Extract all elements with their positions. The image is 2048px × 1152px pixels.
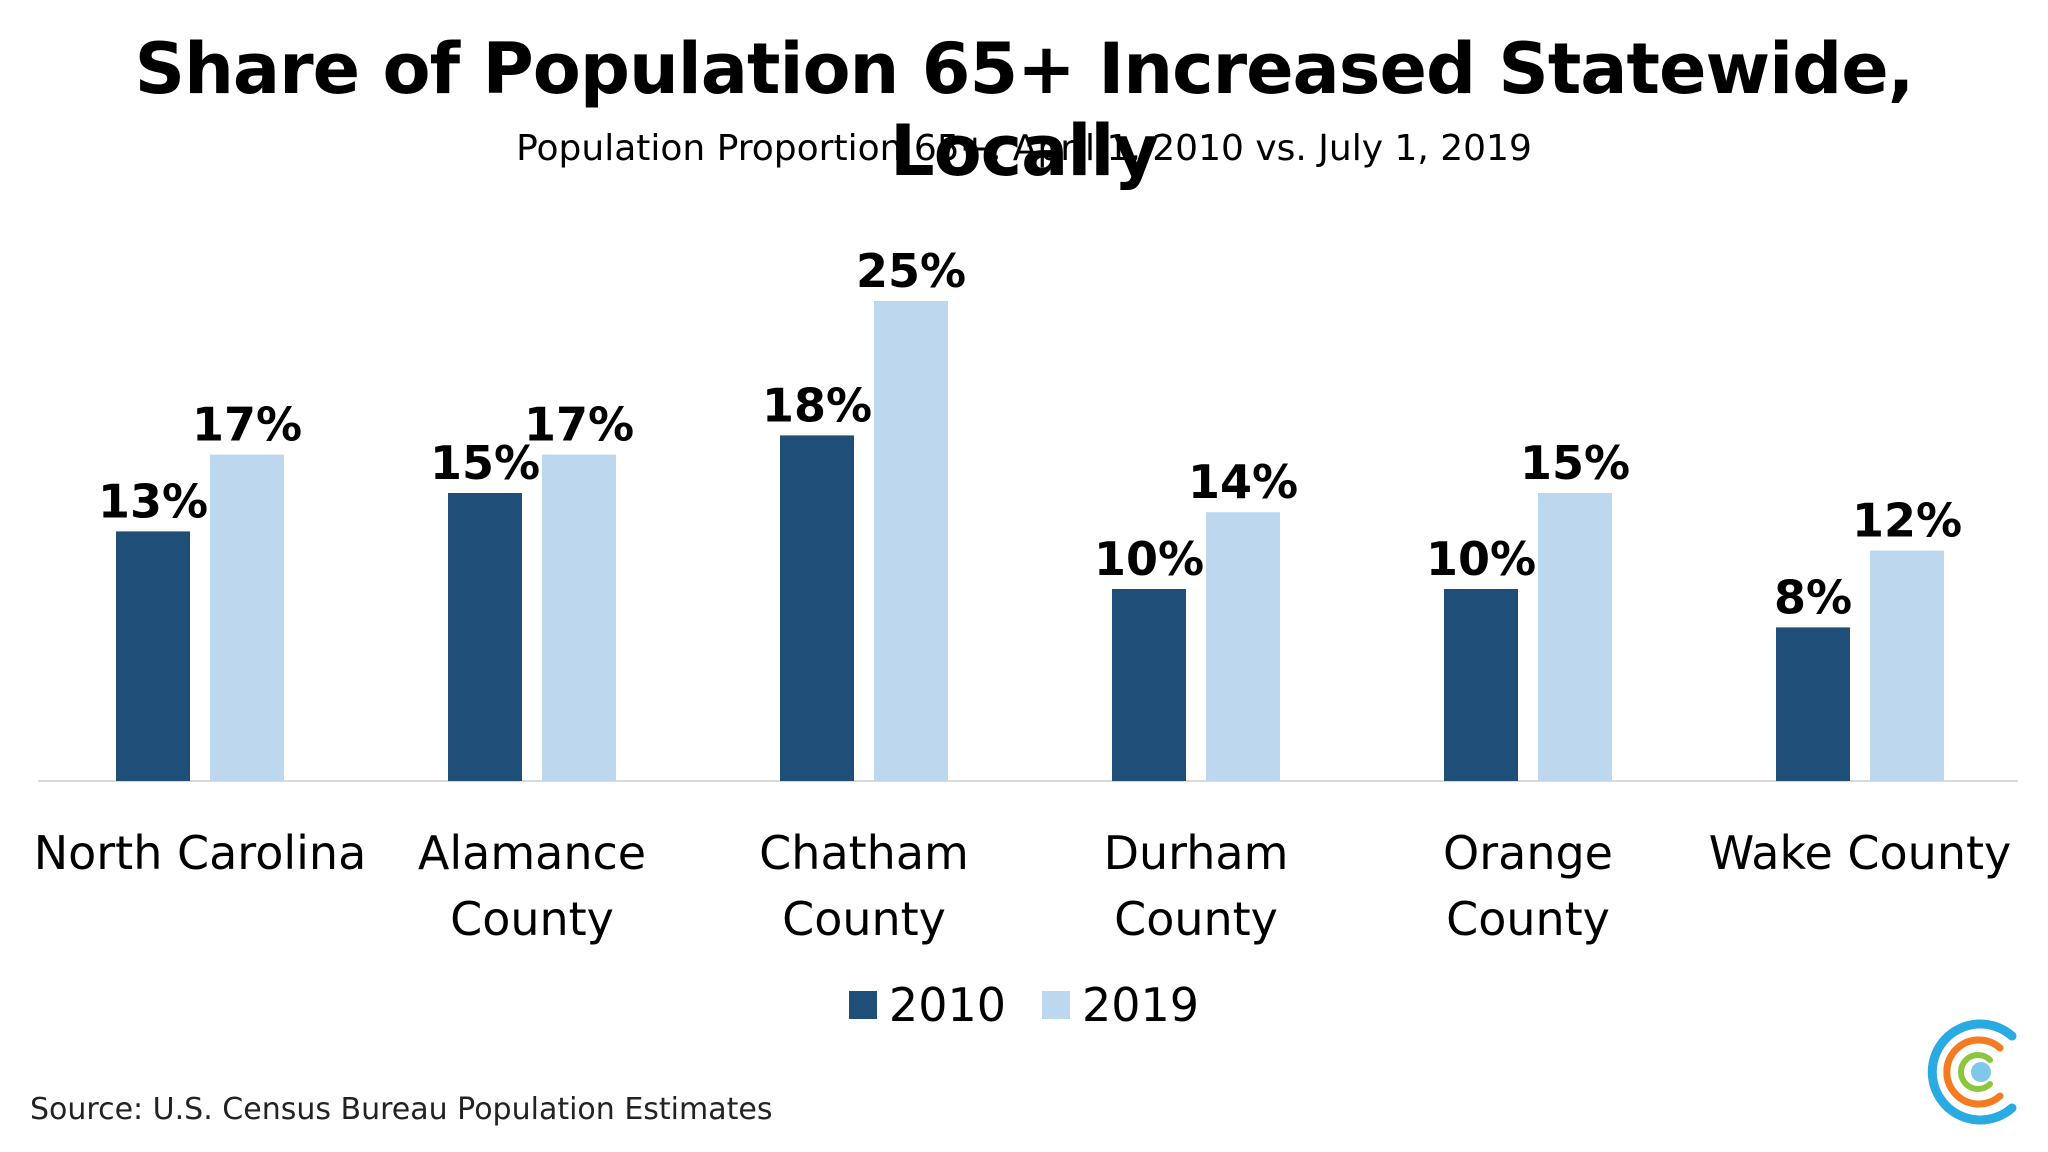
category-label-north-carolina: North Carolina [33,826,367,880]
chart-title: Share of Population 65+ Increased Statew… [134,28,1915,192]
bar-durham-county-2010 [1112,589,1186,781]
bar-orange-county-2010 [1444,589,1518,781]
legend-item-2019: 2019 [1042,978,1199,1032]
data-label-durham-county-2010: 10% [1094,532,1204,586]
legend: 2010 2019 [0,978,2048,1032]
category-label-chatham-county: Chatham County [759,826,969,946]
legend-label-2010: 2010 [888,978,1006,1032]
bar-orange-county-2019 [1538,493,1612,781]
category-label-orange-county: Orange County [1443,826,1613,946]
bar-north-carolina-2010 [116,531,190,781]
legend-item-2010: 2010 [848,978,1006,1032]
data-label-orange-county-2019: 15% [1520,436,1630,490]
data-label-chatham-county-2019: 25% [856,244,966,298]
category-label-durham-county: Durham County [1103,826,1289,946]
legend-swatch-2019 [1042,991,1070,1019]
data-label-north-carolina-2010: 13% [98,474,208,528]
category-label-wake-county: Wake County [1708,826,2012,880]
data-label-alamance-county-2010: 15% [430,436,540,490]
bar-alamance-county-2019 [542,454,616,781]
category-label-alamance-county: Alamance County [417,826,647,946]
data-label-north-carolina-2019: 17% [192,398,302,452]
bar-chatham-county-2010 [780,435,854,781]
legend-label-2019: 2019 [1082,978,1200,1032]
data-label-alamance-county-2019: 17% [524,398,634,452]
data-label-orange-county-2010: 10% [1426,532,1536,586]
bar-wake-county-2019 [1870,550,1944,781]
chart-subtitle: Population Proportion 65+, April 1, 2010… [516,128,1532,169]
bar-north-carolina-2019 [210,454,284,781]
data-label-durham-county-2019: 14% [1188,455,1298,509]
source-note: Source: U.S. Census Bureau Population Es… [30,1092,773,1127]
bar-alamance-county-2010 [448,493,522,781]
legend-swatch-2010 [848,991,877,1019]
bar-wake-county-2010 [1776,627,1850,781]
data-label-wake-county-2010: 8% [1774,570,1852,624]
bar-durham-county-2019 [1206,512,1280,781]
bar-chatham-county-2019 [874,301,948,781]
concentric-c-logo-icon [1927,1019,2017,1125]
data-label-wake-county-2019: 12% [1852,494,1962,548]
data-label-chatham-county-2010: 18% [762,378,872,432]
